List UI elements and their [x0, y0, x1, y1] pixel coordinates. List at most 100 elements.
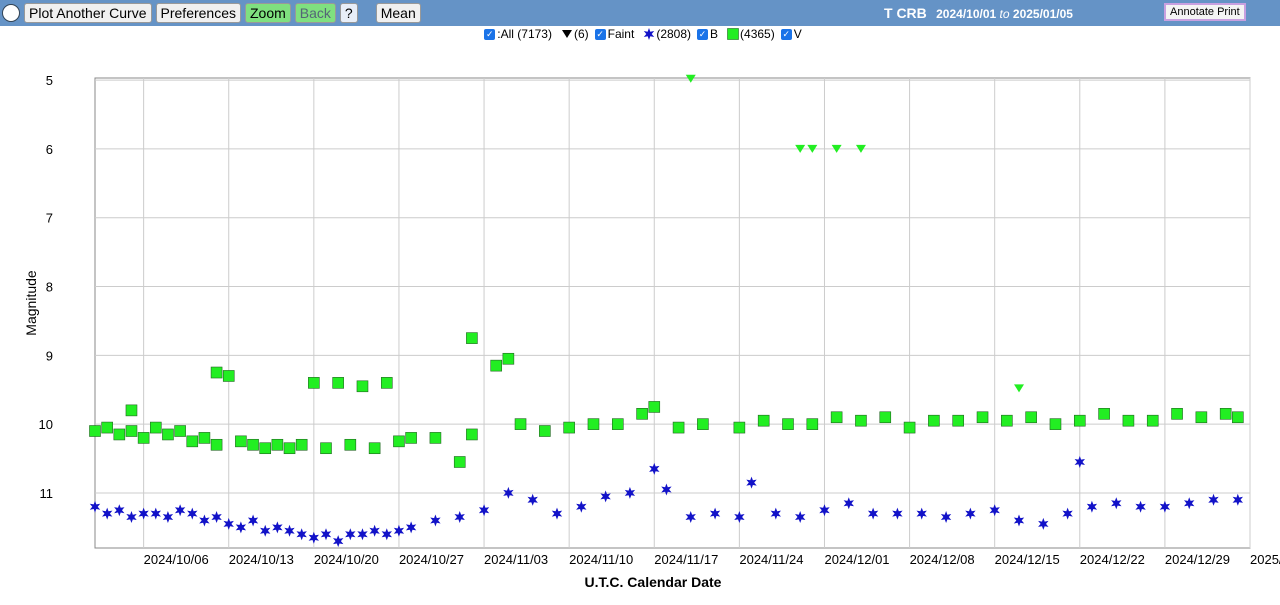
legend-swatch: [561, 30, 572, 38]
data-point: [222, 370, 235, 382]
data-point: [478, 504, 490, 517]
data-point: [648, 401, 661, 413]
y-tick-label: 5: [46, 73, 53, 88]
legend-swatch: [727, 28, 739, 40]
data-point: [381, 528, 392, 541]
plot-area: [94, 77, 1251, 549]
data-point: [296, 528, 307, 541]
data-point: [126, 511, 137, 523]
data-point: [247, 438, 259, 451]
y-tick-label: 6: [46, 142, 53, 157]
data-point: [405, 521, 417, 534]
data-point: [1135, 500, 1146, 513]
data-point: [284, 524, 295, 537]
x-tick-label: 2024/10/06: [144, 552, 209, 567]
checkbox[interactable]: ✓: [594, 28, 606, 40]
button[interactable]: Plot Another Curve: [24, 3, 152, 23]
data-point: [356, 380, 369, 393]
data-point: [976, 411, 989, 424]
data-point: [672, 421, 685, 434]
data-point: [137, 432, 150, 444]
data-point: [539, 425, 551, 437]
data-point: [502, 352, 515, 365]
data-point: [393, 524, 405, 537]
legend-all: :All (7173): [497, 27, 552, 41]
legend-swatch: [644, 28, 655, 40]
x-tick-label: 2024/10/13: [229, 552, 294, 567]
data-point: [199, 514, 210, 527]
data-point: [174, 504, 186, 517]
data-point: [102, 507, 113, 520]
button[interactable]: Zoom: [245, 3, 291, 23]
x-tick-label: 2025/01/05: [1250, 552, 1280, 567]
data-point: [1025, 411, 1037, 424]
data-point: [733, 421, 746, 434]
x-tick-label: 2024/12/15: [995, 552, 1060, 567]
checkbox[interactable]: ✓: [780, 28, 792, 40]
start-date: 2024/10/01: [936, 7, 997, 21]
data-point: [1014, 384, 1024, 393]
data-point: [174, 425, 186, 437]
data-point: [260, 524, 271, 537]
end-date: 2025/01/05: [1012, 7, 1073, 21]
data-point: [113, 428, 126, 441]
data-point: [685, 511, 696, 523]
legend-count: (6): [573, 27, 589, 41]
data-point: [490, 359, 503, 372]
checkbox[interactable]: ✓: [484, 28, 496, 40]
x-tick-label: 2024/11/03: [484, 552, 548, 567]
data-point: [697, 418, 709, 430]
legend-count: (2808): [656, 27, 692, 41]
button[interactable]: ?: [339, 3, 358, 23]
data-point: [308, 377, 320, 389]
checkbox[interactable]: ✓: [697, 28, 709, 40]
to: to: [999, 7, 1010, 21]
data-point: [1171, 408, 1183, 420]
data-point: [819, 504, 830, 517]
data-point: [965, 507, 976, 520]
data-point: [138, 507, 149, 520]
x-tick-label: 2024/11/17: [654, 552, 718, 567]
data-point: [210, 438, 223, 451]
legend-name: V: [793, 27, 802, 41]
data-point: [320, 442, 332, 455]
data-point: [125, 404, 138, 417]
button[interactable]: Back: [294, 3, 336, 23]
data-point: [1074, 456, 1085, 468]
data-point: [1232, 411, 1244, 424]
data-point: [186, 435, 199, 448]
data-point: [989, 504, 1000, 517]
legend-name: Faint: [607, 27, 635, 41]
data-point: [661, 483, 672, 496]
data-point: [867, 507, 879, 520]
data-point: [1098, 408, 1110, 420]
data-point: [405, 432, 417, 444]
y-tick-label: 10: [39, 417, 53, 432]
logo[interactable]: [2, 4, 20, 22]
data-point: [928, 414, 940, 427]
data-point: [357, 528, 368, 541]
data-point: [259, 442, 272, 455]
data-point: [308, 531, 319, 544]
data-point: [466, 428, 478, 441]
data-point: [211, 511, 222, 523]
button[interactable]: Preferences: [155, 3, 241, 23]
annotate-button[interactable]: Annotate Print: [1164, 3, 1246, 21]
data-point: [1038, 517, 1049, 530]
data-point: [223, 517, 234, 530]
data-point: [368, 442, 381, 455]
data-point: [795, 511, 806, 523]
data-point: [1073, 414, 1086, 427]
data-point: [1184, 497, 1195, 510]
data-point: [187, 507, 198, 520]
data-point: [454, 511, 465, 523]
data-point: [466, 332, 478, 344]
legend-count: (4365): [740, 27, 775, 41]
data-point: [709, 507, 721, 520]
button[interactable]: Mean: [375, 3, 421, 23]
data-point: [162, 428, 174, 441]
data-point: [210, 366, 223, 379]
data-point: [1062, 507, 1073, 520]
data-point: [429, 432, 442, 444]
